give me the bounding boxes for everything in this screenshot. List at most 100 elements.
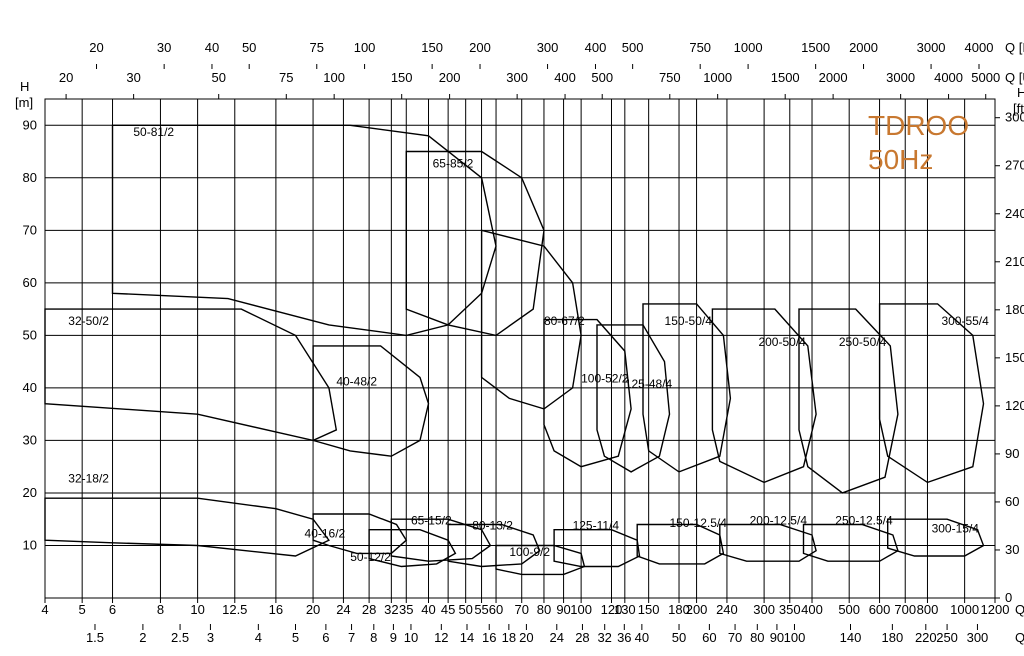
xtop2-label: 500 [622,40,644,55]
xtop1-label: 4000 [934,70,963,85]
x-tick-label: 70 [514,602,528,617]
pump-label: 300-15/4 [932,521,980,535]
x-tick-label: 1000 [950,602,979,617]
x-tick-label: 24 [336,602,350,617]
xtop2-label: 750 [689,40,711,55]
x2-tick-label: 18 [502,630,516,645]
xtop2-label: 3000 [917,40,946,55]
x2-tick-label: 250 [936,630,958,645]
x2-tick-label: 140 [840,630,862,645]
pump-label: 40-16/2 [305,527,346,541]
y-left-unit2: [m] [15,95,33,110]
x-tick-label: 100 [570,602,592,617]
x-tick-label: 50 [458,602,472,617]
pump-label: 80-67/2 [544,314,585,328]
x2-tick-label: 40 [635,630,649,645]
xtop1-label: 1000 [703,70,732,85]
x2-tick-label: 300 [967,630,989,645]
x-tick-label: 8 [157,602,164,617]
xtop1-label: 30 [126,70,140,85]
y-right-label: 120 [1005,398,1024,413]
y-right-label: 150 [1005,350,1024,365]
xtop2-label: 75 [310,40,324,55]
xtop2-label: 4000 [965,40,994,55]
x-tick-label: 20 [306,602,320,617]
x2-tick-label: 50 [672,630,686,645]
xtop1-label: 20 [59,70,73,85]
x2-tick-label: 32 [597,630,611,645]
x-axis-unit-usgpm: Q [US.GPM] [1005,70,1024,85]
x2-tick-label: 28 [575,630,589,645]
x2-tick-label: 6 [322,630,329,645]
x-tick-label: 35 [399,602,413,617]
x2-tick-label: 20 [519,630,533,645]
y-left-label: 60 [23,275,37,290]
x2-tick-label: 220 [915,630,937,645]
xtop1-label: 150 [391,70,413,85]
y-left-label: 50 [23,327,37,342]
pump-envelope [804,525,898,562]
x-tick-label: 600 [869,602,891,617]
xtop1-label: 300 [506,70,528,85]
pump-envelope [597,325,670,472]
y-right-label: 30 [1005,542,1019,557]
y-right-label: 60 [1005,494,1019,509]
y-left-label: 30 [23,432,37,447]
x-tick-label: 130 [614,602,636,617]
pump-label: 32-50/2 [68,314,109,328]
x-tick-label: 700 [894,602,916,617]
x-tick-label: 40 [421,602,435,617]
xtop2-label: 200 [469,40,491,55]
x2-tick-label: 1.5 [86,630,104,645]
xtop2-label: 2000 [849,40,878,55]
x2-tick-label: 9 [390,630,397,645]
x-tick-label: 200 [686,602,708,617]
xtop2-label: 300 [537,40,559,55]
pump-label: 65-85/2 [433,156,474,170]
pump-envelope [637,525,723,564]
pump-envelope [313,346,428,456]
pump-envelope [45,498,329,556]
x-tick-label: 45 [441,602,455,617]
pump-label: 150-12.5/4 [670,516,728,530]
x-tick-label: 150 [638,602,660,617]
pump-label: 80-13/2 [472,519,513,533]
pump-label: 32-18/2 [68,471,109,485]
x-tick-label: 10 [190,602,204,617]
pump-label: 65-15/2 [411,513,452,527]
x-tick-label: 28 [362,602,376,617]
y-left-label: 70 [23,222,37,237]
y-right-label: 240 [1005,206,1024,221]
xtop2-label: 150 [421,40,443,55]
pump-label: 300-55/4 [941,314,989,328]
pump-label: 100-9/2 [509,545,550,559]
y-left-label: 40 [23,380,37,395]
pump-label: 200-12.5/4 [750,513,808,527]
xtop2-label: 30 [157,40,171,55]
pump-envelope [45,309,336,440]
xtop2-label: 100 [354,40,376,55]
x-tick-label: 60 [489,602,503,617]
y-right-label: 0 [1005,590,1012,605]
y-left-unit: H [20,79,29,94]
y-right-label: 210 [1005,254,1024,269]
pump-envelope [554,530,639,567]
chart-title-line2: 50Hz [868,144,933,175]
xtop1-label: 3000 [886,70,915,85]
y-left-label: 90 [23,117,37,132]
xtop1-label: 400 [554,70,576,85]
x-tick-label: 240 [716,602,738,617]
x-tick-label: 400 [801,602,823,617]
x-tick-label: 12.5 [222,602,247,617]
pump-label: 50-12/2 [350,550,391,564]
x-axis-unit-ls: Q[l/s] [1015,630,1024,645]
xtop2-label: 50 [242,40,256,55]
x-tick-label: 500 [838,602,860,617]
x2-tick-label: 2 [139,630,146,645]
xtop2-label: 20 [89,40,103,55]
x2-tick-label: 4 [255,630,262,645]
xtop1-label: 50 [211,70,225,85]
pump-label: 150-50/4 [665,314,713,328]
x-tick-label: 800 [917,602,939,617]
x-tick-label: 16 [269,602,283,617]
